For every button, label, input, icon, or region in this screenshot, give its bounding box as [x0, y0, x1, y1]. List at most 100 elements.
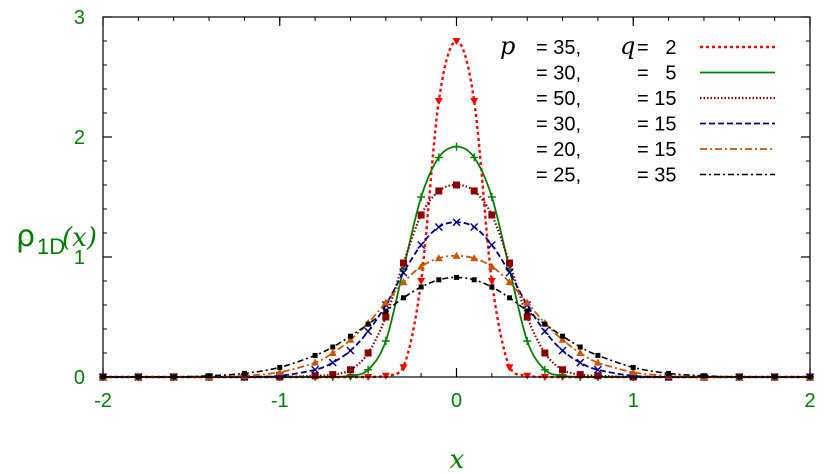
series-line [103, 183, 810, 379]
data-point [364, 365, 373, 374]
data-point [452, 251, 461, 259]
data-point [206, 373, 212, 379]
data-point [417, 278, 426, 285]
legend-q-value: = 15 [637, 114, 676, 136]
legend-p-value: = 35, [536, 37, 581, 59]
data-point [400, 295, 406, 301]
data-point [471, 277, 477, 283]
data-point [506, 259, 514, 267]
data-point [399, 278, 408, 286]
data-point [383, 308, 389, 314]
data-point [434, 153, 443, 162]
legend-p-value: = 20, [536, 139, 581, 161]
data-point [277, 364, 283, 370]
data-point [399, 259, 407, 267]
data-point [577, 344, 583, 350]
data-point [347, 333, 353, 339]
data-point [381, 298, 390, 306]
legend-q-value: = 2 [637, 37, 676, 59]
x-tick-label: 2 [804, 390, 815, 412]
data-point [701, 373, 707, 379]
data-point [558, 335, 567, 343]
data-point [487, 241, 496, 249]
data-point [489, 284, 495, 290]
data-point [540, 327, 549, 336]
series-layer [99, 38, 814, 381]
y-axis-title: ρ 1D (x) [16, 219, 97, 259]
data-point [434, 254, 443, 262]
data-point [487, 193, 496, 201]
data-point [507, 295, 513, 301]
data-point [487, 278, 496, 285]
data-point [470, 187, 478, 195]
data-point [364, 349, 372, 357]
data-point [275, 368, 284, 376]
data-point [576, 349, 585, 356]
legend-entry: = 30, = 15 [536, 114, 775, 136]
series-line [103, 221, 810, 378]
series-3 [99, 181, 814, 381]
x-tick-label: 0 [451, 390, 462, 412]
data-point [541, 349, 549, 357]
data-point [418, 284, 424, 290]
data-point [593, 365, 602, 374]
series-6 [100, 274, 813, 380]
data-point [505, 278, 514, 286]
series-line [103, 39, 810, 379]
data-point [523, 337, 532, 345]
data-point [629, 368, 638, 376]
y-axis-title-main: ρ [16, 219, 35, 254]
data-point [505, 268, 514, 277]
data-point [470, 98, 479, 105]
legend-q-symbol: q [620, 32, 635, 60]
series-1 [99, 38, 814, 381]
data-point [523, 372, 532, 380]
data-point [524, 308, 530, 314]
legend-entry: = 50, = 15 [536, 88, 775, 110]
data-point [241, 370, 247, 376]
data-point [417, 193, 426, 201]
y-tick-label: 3 [74, 7, 85, 29]
data-point [434, 223, 443, 231]
legend: p q= 35, = 2= 30, = 5= 50, = 15= 30, = 15= 20… [500, 32, 775, 187]
data-point [329, 371, 337, 379]
data-point [311, 372, 319, 380]
data-point [452, 38, 461, 45]
data-point [312, 352, 318, 358]
data-point [488, 211, 496, 219]
y-axis-title-arg: (x) [62, 223, 97, 253]
legend-q-value: = 5 [637, 63, 676, 85]
legend-p-value: = 25, [536, 165, 581, 187]
data-point [505, 364, 514, 372]
data-point [453, 181, 460, 189]
x-axis-title: x [450, 445, 465, 474]
data-point [381, 372, 390, 380]
y-tick-label: 1 [74, 247, 85, 269]
data-point [559, 366, 567, 374]
legend-p-value: = 50, [536, 88, 581, 110]
legend-q-value: = 15 [637, 139, 676, 161]
legend-p-value: = 30, [536, 114, 581, 136]
data-point [328, 349, 337, 356]
data-point [470, 223, 479, 231]
data-point [560, 333, 566, 339]
x-tick-label: 1 [628, 390, 639, 412]
data-point [330, 344, 336, 350]
data-point [666, 370, 672, 376]
data-point [454, 274, 459, 280]
data-point [470, 153, 479, 162]
series-5 [99, 251, 814, 380]
y-tick-label: 2 [74, 127, 85, 149]
series-2 [99, 142, 814, 381]
legend-p-symbol: p [500, 32, 515, 60]
data-point [417, 262, 426, 270]
data-point [630, 364, 636, 370]
data-point [523, 313, 531, 321]
data-point [594, 372, 602, 380]
data-point [434, 98, 443, 105]
data-point [328, 358, 337, 367]
legend-entry: = 35, = 2 [536, 37, 775, 59]
data-point [417, 241, 426, 249]
data-point [542, 321, 548, 327]
